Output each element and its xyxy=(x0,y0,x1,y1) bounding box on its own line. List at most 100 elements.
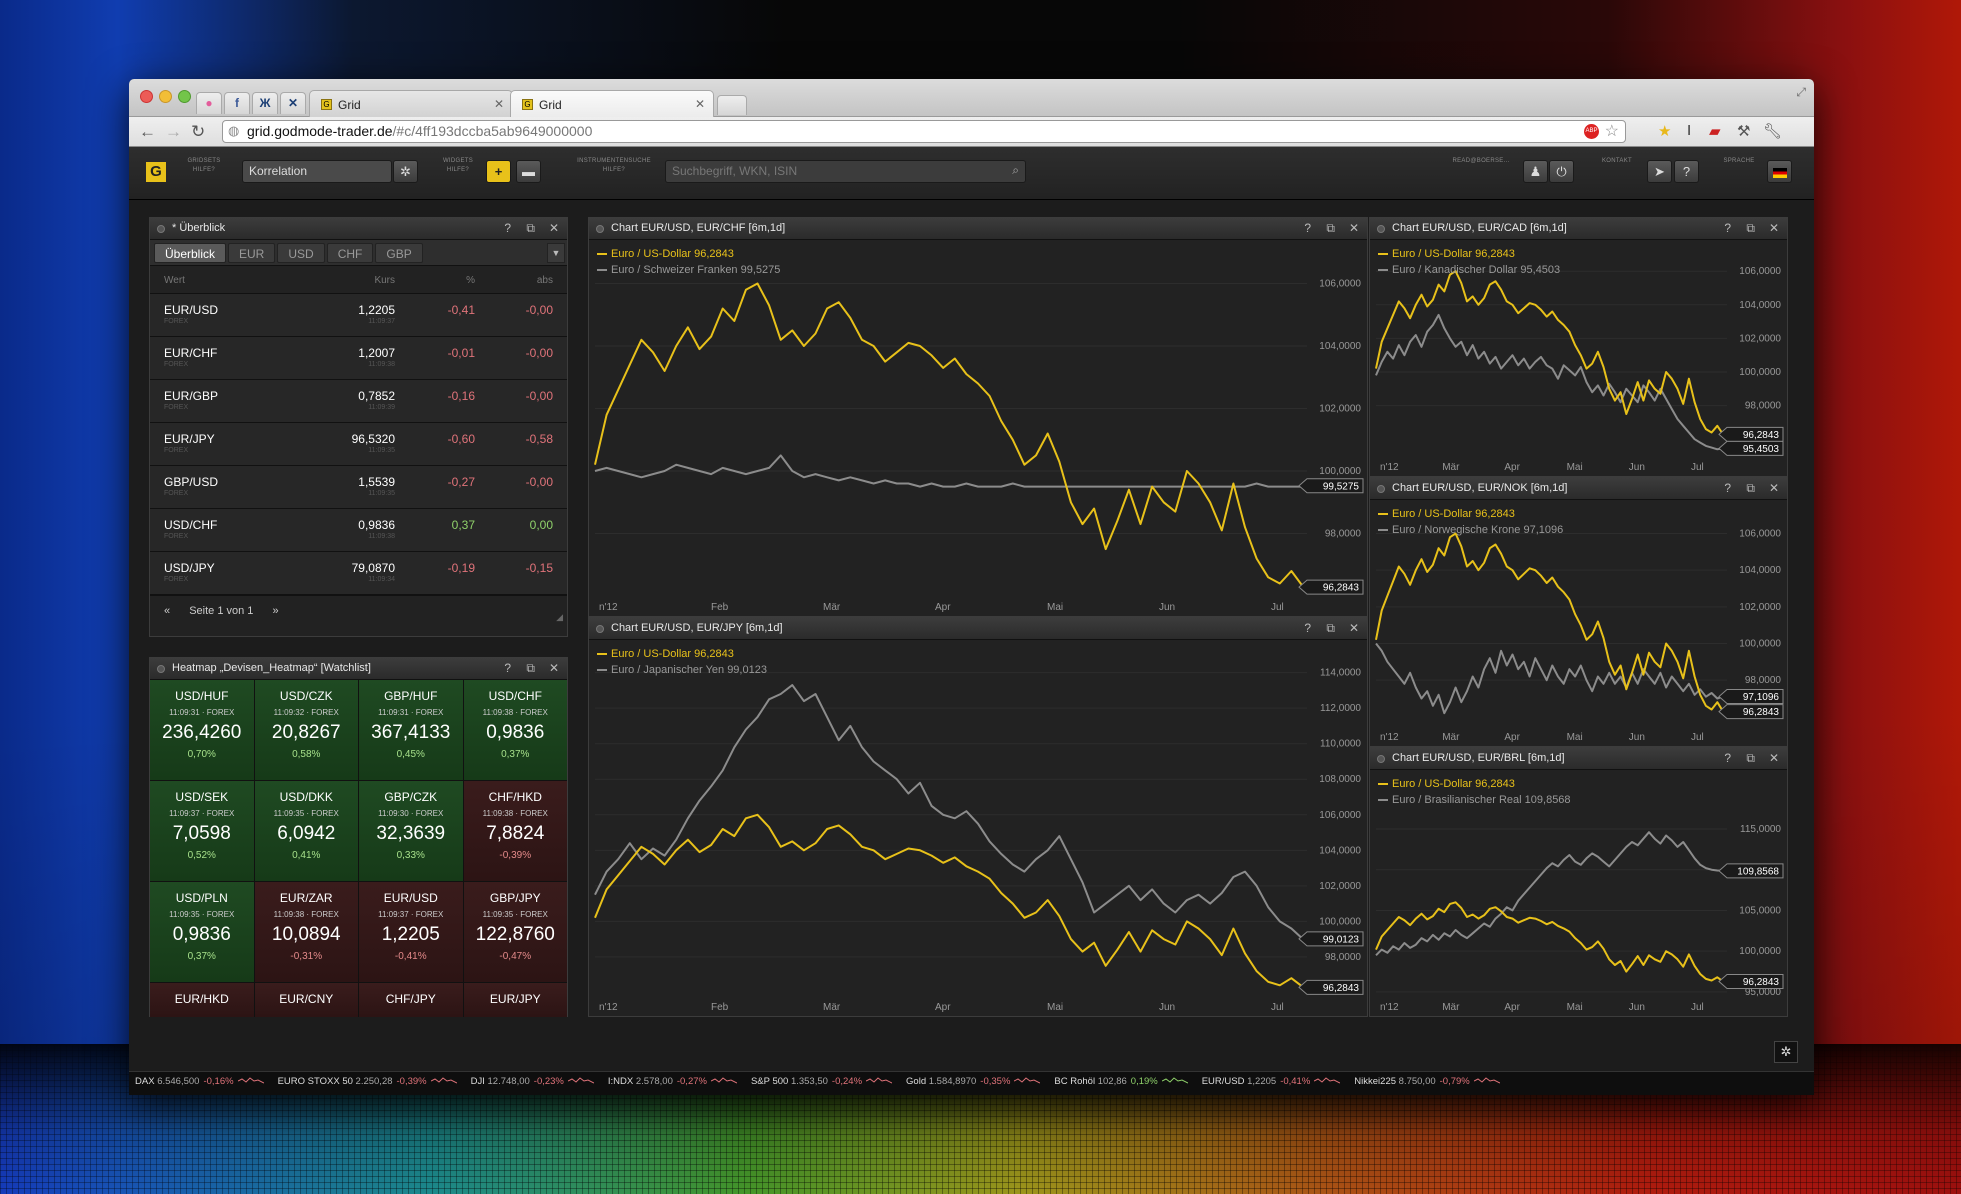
table-row[interactable]: EUR/CHF FOREX 1,2007 11:09:38 -0,01 -0,0… xyxy=(150,337,567,380)
legend-entry-1[interactable]: Euro / US-Dollar 96,2843 xyxy=(597,646,767,662)
heatmap-cell[interactable]: EUR/USD 11:09:37 · FOREX 1,2205 -0,41% xyxy=(359,882,463,982)
heatmap-cell[interactable]: CHF/HKD 11:09:38 · FOREX 7,8824 -0,39% xyxy=(463,781,567,881)
chart-title-bar[interactable]: Chart EUR/USD, EUR/CAD [6m,1d] ? ⧉ ✕ xyxy=(1370,218,1787,240)
send-button[interactable]: ➤ xyxy=(1647,160,1672,183)
table-row[interactable]: EUR/JPY FOREX 96,5320 11:09:35 -0,60 -0,… xyxy=(150,423,567,466)
help-icon[interactable]: ? xyxy=(1304,621,1311,635)
heatmap-cell[interactable]: EUR/ZAR 11:09:38 · FOREX 10,0894 -0,31% xyxy=(254,882,358,982)
pinned-tab-app-icon[interactable]: Ж xyxy=(252,92,278,114)
heatmap-title-bar[interactable]: Heatmap „Devisen_Heatmap“ [Watchlist] ? … xyxy=(150,658,567,680)
table-row[interactable]: GBP/USD FOREX 1,5539 11:09:35 -0,27 -0,0… xyxy=(150,466,567,509)
zoom-window-icon[interactable] xyxy=(178,90,191,103)
close-icon[interactable]: ✕ xyxy=(548,661,559,675)
heatmap-cell[interactable]: USD/HUF 11:09:31 · FOREX 236,4260 0,70% xyxy=(150,680,254,780)
overview-title-bar[interactable]: * Überblick ? ⧉ ✕ xyxy=(150,218,567,240)
help-button[interactable]: ? xyxy=(1674,160,1699,183)
godmode-logo[interactable]: G xyxy=(146,162,166,182)
tab-chf[interactable]: CHF xyxy=(326,243,374,263)
col-abs[interactable]: abs xyxy=(536,275,553,286)
heatmap-cell[interactable]: USD/CZK 11:09:32 · FOREX 20,8267 0,58% xyxy=(254,680,358,780)
col-kurs[interactable]: Kurs xyxy=(374,275,395,286)
address-field[interactable]: ◍ grid.godmode-trader.de/#c/4ff193dccba5… xyxy=(222,120,1626,143)
pinned-tab-facebook-icon[interactable]: f xyxy=(224,92,250,114)
chat-button[interactable]: ▬ xyxy=(516,160,541,183)
close-icon[interactable]: ✕ xyxy=(548,221,559,235)
popout-icon[interactable]: ⧉ xyxy=(1746,221,1755,235)
ticker-item[interactable]: I:NDX 2.578,00 -0,27% xyxy=(608,1076,738,1087)
close-icon[interactable]: ✕ xyxy=(1768,751,1779,765)
extension-car-icon[interactable]: ▰ xyxy=(1709,123,1721,140)
instrument-search-input[interactable]: Suchbegriff, WKN, ISIN ⌕ xyxy=(665,160,1026,183)
heatmap-cell[interactable]: EUR/JPY xyxy=(463,983,567,1017)
close-tab-icon[interactable]: ✕ xyxy=(493,97,504,111)
close-icon[interactable]: ✕ xyxy=(1348,221,1359,235)
close-icon[interactable]: ✕ xyxy=(1348,621,1359,635)
drag-handle-icon[interactable] xyxy=(157,225,165,233)
legend-entry-1[interactable]: Euro / US-Dollar 96,2843 xyxy=(1378,506,1563,522)
heatmap-cell[interactable]: USD/PLN 11:09:35 · FOREX 0,9836 0,37% xyxy=(150,882,254,982)
help-icon[interactable]: ? xyxy=(1304,221,1311,235)
minimize-window-icon[interactable] xyxy=(159,90,172,103)
back-icon[interactable]: ← xyxy=(139,122,156,141)
close-icon[interactable]: ✕ xyxy=(1768,481,1779,495)
ticker-item[interactable]: S&P 500 1.353,50 -0,24% xyxy=(751,1076,893,1087)
legend-entry-1[interactable]: Euro / US-Dollar 96,2843 xyxy=(1378,246,1560,262)
popout-icon[interactable]: ⧉ xyxy=(1326,221,1335,235)
popout-icon[interactable]: ⧉ xyxy=(1326,621,1335,635)
tab-gbp[interactable]: GBP xyxy=(375,243,423,263)
chart-plot[interactable]: 114,0000 112,0000 110,0000 108,0000 106,0000… xyxy=(589,640,1367,1016)
extension-star-icon[interactable]: ★ xyxy=(1658,123,1672,140)
help-icon[interactable]: ? xyxy=(504,221,511,235)
prev-page-icon[interactable]: « xyxy=(164,605,171,617)
bookmark-star-icon[interactable]: ☆ xyxy=(1604,123,1619,140)
legend-entry-2[interactable]: Euro / Kanadischer Dollar 95,4503 xyxy=(1378,262,1560,278)
heatmap-cell[interactable]: CHF/JPY xyxy=(359,983,463,1017)
drag-handle-icon[interactable] xyxy=(1377,755,1385,763)
col-wert[interactable]: Wert xyxy=(164,275,185,286)
pinned-tab-x-icon[interactable]: ✕ xyxy=(280,92,306,114)
ticker-item[interactable]: EUR/USD 1,2205 -0,41% xyxy=(1202,1076,1341,1087)
heatmap-cell[interactable]: USD/SEK 11:09:37 · FOREX 7,0598 0,52% xyxy=(150,781,254,881)
next-page-icon[interactable]: » xyxy=(272,605,279,617)
popout-icon[interactable]: ⧉ xyxy=(526,661,535,675)
tab-ueberblick[interactable]: Überblick xyxy=(154,243,227,263)
tab-grid-2[interactable]: G Grid ✕ xyxy=(510,90,714,117)
adblock-icon[interactable]: ABP xyxy=(1584,124,1599,139)
resize-handle-icon[interactable]: ◢ xyxy=(556,612,563,622)
tab-grid-1[interactable]: G Grid ✕ xyxy=(309,90,513,117)
heatmap-cell[interactable]: GBP/CZK 11:09:30 · FOREX 32,3639 0,33% xyxy=(359,781,463,881)
legend-entry-2[interactable]: Euro / Japanischer Yen 99,0123 xyxy=(597,662,767,678)
chart-title-bar[interactable]: Chart EUR/USD, EUR/JPY [6m,1d] ? ⧉ ✕ xyxy=(589,618,1367,640)
chart-plot[interactable]: 106,0000 104,0000 102,0000 100,0000 98,0000 n… xyxy=(1370,500,1787,746)
chart-plot[interactable]: 106,0000 104,0000 102,0000 100,0000 98,0000 n… xyxy=(589,240,1367,616)
table-row[interactable]: EUR/GBP FOREX 0,7852 11:09:39 -0,16 -0,0… xyxy=(150,380,567,423)
new-tab-button[interactable] xyxy=(717,95,747,115)
drag-handle-icon[interactable] xyxy=(157,665,165,673)
ticker-item[interactable]: Nikkei225 8.750,00 -0,79% xyxy=(1354,1076,1500,1087)
popout-icon[interactable]: ⧉ xyxy=(1746,481,1755,495)
col-pct[interactable]: % xyxy=(466,275,475,286)
fullscreen-icon[interactable]: ⤢ xyxy=(1796,85,1806,99)
drag-handle-icon[interactable] xyxy=(1377,225,1385,233)
legend-entry-1[interactable]: Euro / US-Dollar 96,2843 xyxy=(597,246,780,262)
popout-icon[interactable]: ⧉ xyxy=(1746,751,1755,765)
heatmap-cell[interactable]: EUR/HKD xyxy=(150,983,254,1017)
close-icon[interactable]: ✕ xyxy=(1768,221,1779,235)
legend-entry-2[interactable]: Euro / Brasilianischer Real 109,8568 xyxy=(1378,792,1571,808)
drag-handle-icon[interactable] xyxy=(1377,485,1385,493)
reload-icon[interactable]: ↻ xyxy=(191,122,206,141)
ticker-item[interactable]: Gold 1.584,8970 -0,35% xyxy=(906,1076,1041,1087)
help-icon[interactable]: ? xyxy=(1724,751,1731,765)
chart-title-bar[interactable]: Chart EUR/USD, EUR/BRL [6m,1d] ? ⧉ ✕ xyxy=(1370,748,1787,770)
chevron-down-icon[interactable]: ▼ xyxy=(547,243,565,263)
gridset-settings-button[interactable]: ✲ xyxy=(393,160,418,183)
user-button[interactable]: ♟ xyxy=(1523,160,1548,183)
table-row[interactable]: EUR/USD FOREX 1,2205 11:09:37 -0,41 -0,0… xyxy=(150,294,567,337)
help-icon[interactable]: ? xyxy=(1724,481,1731,495)
wrench-menu-icon[interactable]: 🔧︎ xyxy=(1763,123,1783,140)
pinned-tab-dribbble-icon[interactable]: ● xyxy=(196,92,222,114)
forward-icon[interactable]: → xyxy=(165,122,182,141)
heatmap-cell[interactable]: EUR/CNY xyxy=(254,983,358,1017)
table-row[interactable]: USD/JPY FOREX 79,0870 11:09:34 -0,19 -0,… xyxy=(150,552,567,595)
heatmap-cell[interactable]: GBP/HUF 11:09:31 · FOREX 367,4133 0,45% xyxy=(359,680,463,780)
